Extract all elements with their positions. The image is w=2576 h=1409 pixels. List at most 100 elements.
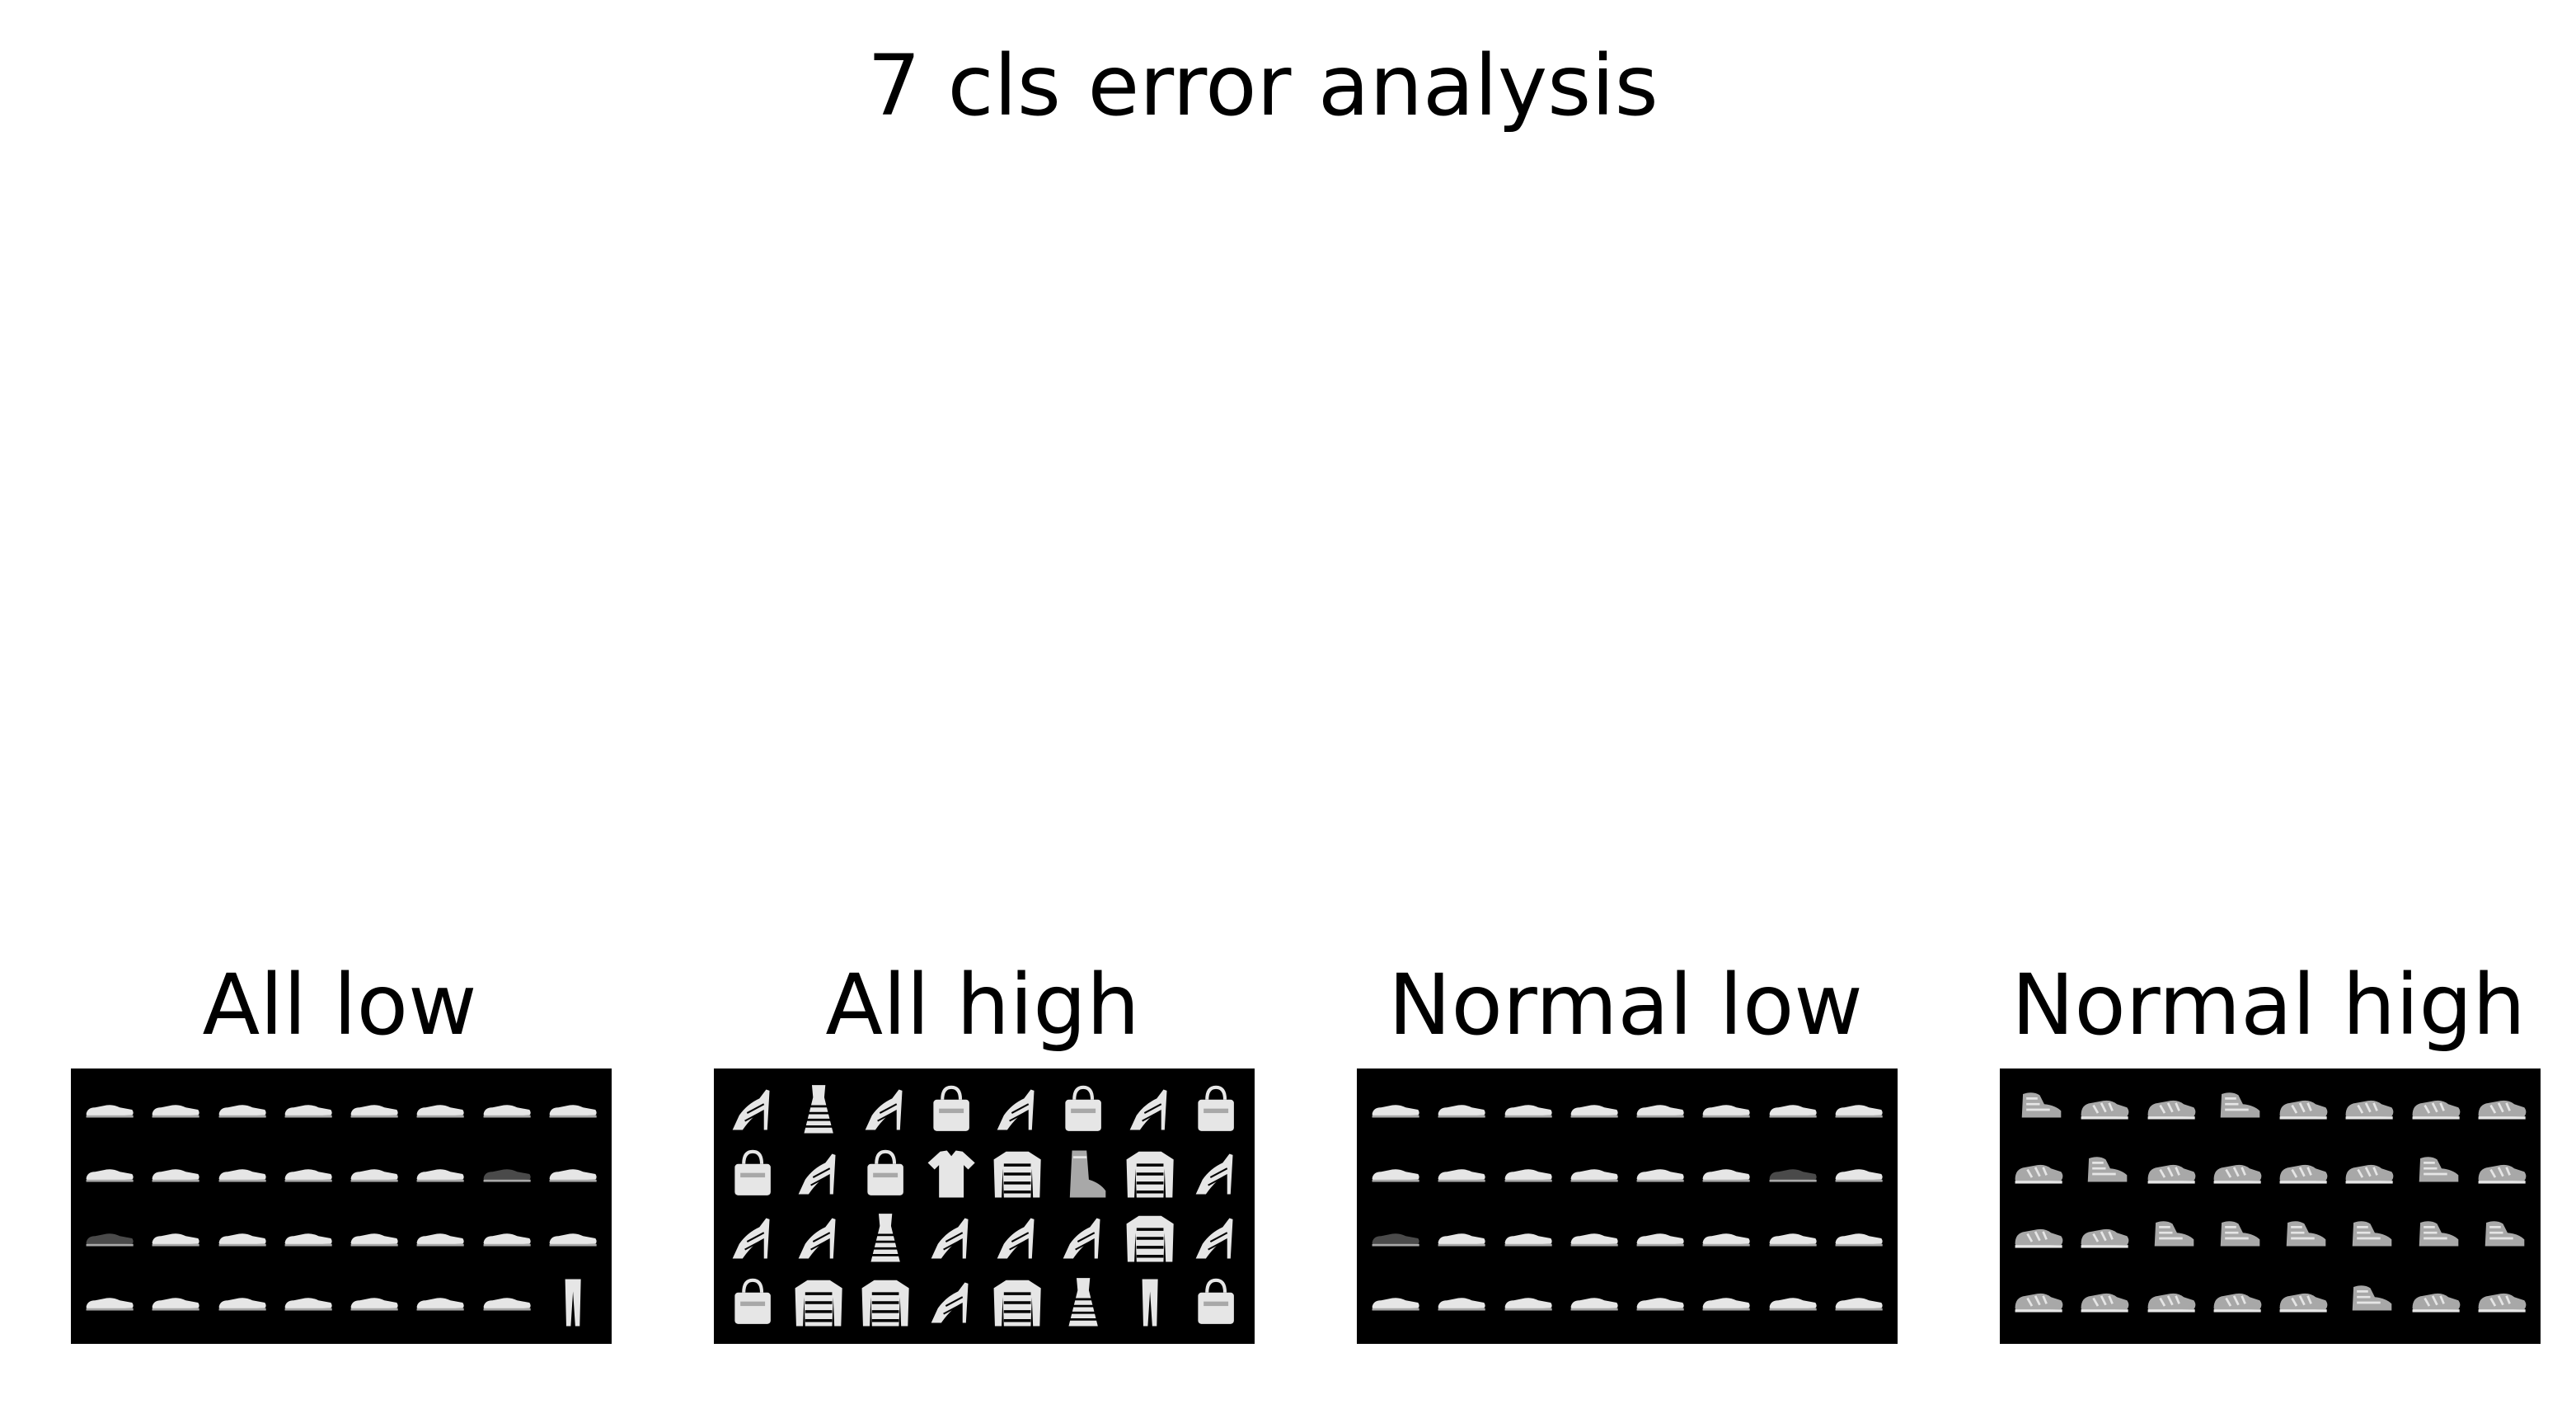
thumbnail-sneaker-pattern [2142,1275,2200,1331]
thumbnail-sneaker [279,1146,337,1202]
thumbnail-sneaker-pattern [2010,1275,2067,1331]
thumbnail-sneaker [1631,1275,1689,1331]
thumbnail-sneaker [1499,1210,1557,1266]
thumbnail-hightop [2208,1210,2266,1266]
thumbnail-sneaker [1367,1082,1424,1138]
thumbnail-sandal [988,1210,1046,1266]
thumbnail-sandal [1187,1146,1245,1202]
thumbnail-trouser [1121,1275,1179,1331]
thumbnail-sandal [988,1082,1046,1138]
thumbnail-sneaker [1830,1146,1888,1202]
thumbnail-sneaker-pattern [2274,1082,2332,1138]
thumbnail-sneaker-pattern [2208,1275,2266,1331]
thumbnail-pullover [1121,1146,1179,1202]
thumbnail-shirt [922,1146,980,1202]
thumbnail-sneaker [1367,1146,1424,1202]
thumbnail-sneaker-pattern [2010,1146,2067,1202]
thumbnail-hightop [2076,1146,2133,1202]
figure-title: 7 cls error analysis [867,37,1659,135]
thumbnail-trouser [544,1275,602,1331]
thumbnail-sneaker [1499,1082,1557,1138]
thumbnail-sneaker [1830,1210,1888,1266]
thumbnail-sneaker [1697,1275,1755,1331]
thumbnail-sandal [1121,1082,1179,1138]
thumbnail-sneaker [345,1275,403,1331]
thumbnail-sneaker [411,1210,469,1266]
thumbnail-pullover [988,1146,1046,1202]
thumbnail-sneaker [1830,1275,1888,1331]
thumbnail-hightop [2340,1210,2398,1266]
thumbnail-sneaker-pattern [2274,1146,2332,1202]
thumbnail-sneaker [1499,1146,1557,1202]
thumbnail-sneaker-pattern [2274,1275,2332,1331]
thumbnail-sneaker [81,1082,138,1138]
image-grid-normal-low [1357,1068,1898,1344]
thumbnail-sneaker [345,1082,403,1138]
thumbnail-sneaker [213,1082,271,1138]
thumbnail-sneaker [279,1210,337,1266]
thumbnail-sneaker-pattern [2076,1210,2133,1266]
thumbnail-sneaker [1631,1210,1689,1266]
image-grid-all-high [714,1068,1255,1344]
thumbnail-sneaker [411,1275,469,1331]
panel-title-normal-low: Normal low [1388,956,1863,1054]
thumbnail-sneaker [1764,1275,1822,1331]
thumbnail-sneaker-pattern [2473,1275,2531,1331]
thumbnail-sneaker-pattern [2142,1146,2200,1202]
thumbnail-sandal [922,1210,980,1266]
thumbnail-bag [724,1146,781,1202]
thumbnail-sneaker-pattern [2473,1146,2531,1202]
thumbnail-hightop [2340,1275,2398,1331]
thumbnail-pullover [1121,1210,1179,1266]
thumbnail-sneaker [1433,1275,1490,1331]
thumbnail-sneaker [1565,1275,1623,1331]
thumbnail-sneaker-pattern [2142,1082,2200,1138]
thumbnail-hightop [2407,1146,2465,1202]
thumbnail-sneaker [1499,1275,1557,1331]
thumbnail-sneaker-pattern [2208,1146,2266,1202]
thumbnail-pullover [988,1275,1046,1331]
thumbnail-sneaker [345,1210,403,1266]
thumbnail-bag [724,1275,781,1331]
thumbnail-hightop [2208,1082,2266,1138]
thumbnail-sneaker [1697,1082,1755,1138]
thumbnail-bag [1187,1275,1245,1331]
thumbnail-sneaker-pattern [2473,1082,2531,1138]
thumbnail-sneaker [411,1082,469,1138]
thumbnail-sneaker-pattern [2340,1082,2398,1138]
thumbnail-sneaker [147,1210,204,1266]
thumbnail-hightop [2473,1210,2531,1266]
thumbnail-sneaker [1830,1082,1888,1138]
thumbnail-sneaker [478,1082,536,1138]
thumbnail-sneaker-pattern [2076,1275,2133,1331]
image-grid-normal-high [2000,1068,2541,1344]
thumbnail-sneaker [1697,1210,1755,1266]
thumbnail-sneaker [147,1275,204,1331]
thumbnail-boot [1054,1146,1112,1202]
thumbnail-pullover [856,1275,914,1331]
thumbnail-sneaker [478,1210,536,1266]
thumbnail-sneaker-pattern [2340,1146,2398,1202]
thumbnail-sneaker [478,1275,536,1331]
thumbnail-hightop [2142,1210,2200,1266]
thumbnail-hightop [2274,1210,2332,1266]
panel-title-all-low: All low [202,956,477,1054]
thumbnail-sneaker-dark [478,1146,536,1202]
thumbnail-hightop [2407,1210,2465,1266]
thumbnail-sneaker [1565,1146,1623,1202]
thumbnail-sandal [1187,1210,1245,1266]
thumbnail-sneaker-dark [81,1210,138,1266]
thumbnail-bag [1054,1082,1112,1138]
thumbnail-sneaker [147,1082,204,1138]
thumbnail-sandal [790,1146,847,1202]
thumbnail-sneaker [279,1275,337,1331]
thumbnail-sneaker [544,1210,602,1266]
thumbnail-sneaker [1631,1146,1689,1202]
thumbnail-sneaker-dark [1764,1146,1822,1202]
thumbnail-dress [1054,1275,1112,1331]
panel-title-normal-high: Normal high [2011,956,2526,1054]
thumbnail-dress [790,1082,847,1138]
thumbnail-sneaker [213,1275,271,1331]
thumbnail-sneaker [213,1210,271,1266]
thumbnail-bag [922,1082,980,1138]
